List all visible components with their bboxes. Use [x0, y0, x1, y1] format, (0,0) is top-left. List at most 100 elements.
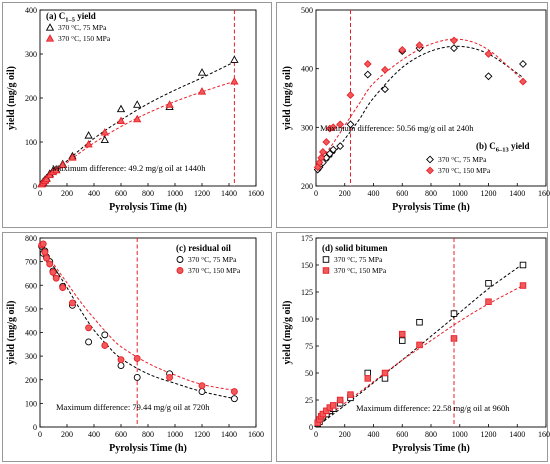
data-point: [49, 268, 57, 276]
data-point: [322, 138, 331, 146]
y-tick-label: 50: [305, 369, 313, 378]
y-tick-label: 0: [33, 182, 37, 191]
y-tick-label: 125: [301, 288, 313, 297]
x-tick-label: 800: [425, 189, 437, 198]
chart-title: (c) residual oil: [176, 243, 231, 253]
series-1-points: [313, 44, 527, 174]
data-point: [101, 342, 109, 349]
chart-panel-a: 0 200 400 600 800 1000 1200 1400 1600 0 100 200 300 4…: [2, 2, 272, 228]
data-point: [116, 104, 126, 113]
y-axis-label: yield (mg/g oil): [6, 301, 17, 365]
series-2-points: [38, 240, 238, 396]
data-point: [450, 36, 458, 45]
chart-panel-d: 0 200 400 600 800 1000 1200 1400 1600 0 25 50 75 100 1…: [276, 232, 550, 462]
data-point: [450, 310, 458, 317]
data-point: [484, 72, 493, 81]
x-tick-label: 1000: [167, 430, 183, 439]
x-tick-label: 400: [368, 430, 380, 439]
series-2-points: [313, 36, 527, 172]
data-point: [52, 274, 60, 282]
data-point: [230, 55, 239, 63]
data-point: [46, 260, 54, 268]
x-tick-label: 800: [425, 430, 437, 439]
data-point: [165, 100, 174, 108]
panel-frame: [2, 2, 272, 228]
data-point: [43, 254, 50, 262]
data-point: [416, 318, 423, 326]
data-point: [519, 77, 527, 86]
data-point: [84, 139, 93, 148]
x-tick-label: 1400: [221, 189, 237, 198]
x-tick-label: 0: [38, 189, 42, 198]
data-point: [398, 45, 407, 54]
data-point: [399, 337, 406, 344]
data-point: [133, 114, 142, 123]
data-point: [381, 369, 389, 377]
x-tick-label: 1600: [538, 430, 550, 439]
data-point: [230, 76, 239, 85]
data-point: [85, 338, 93, 346]
data-point: [415, 41, 424, 50]
data-point: [381, 375, 389, 382]
data-point: [100, 135, 109, 143]
data-point: [85, 324, 93, 332]
x-tick-label: 200: [339, 189, 351, 198]
data-point: [133, 355, 141, 362]
data-point: [41, 248, 49, 256]
data-point: [381, 85, 389, 94]
x-tick-label: 1600: [248, 430, 264, 439]
legend-marker-1: [176, 256, 184, 263]
chart-panel-b: 0200400600800100012001400160020030040050…: [276, 2, 550, 228]
y-tick-label: 200: [25, 376, 37, 385]
y-tick-label: 100: [25, 399, 37, 408]
x-tick-label: 1400: [509, 430, 525, 439]
y-axis-label: yield (mg/g oil): [282, 66, 293, 130]
x-tick-label: 600: [396, 189, 408, 198]
y-tick-label: 400: [25, 6, 37, 15]
title-subscript: 6–13: [496, 147, 510, 154]
legend-marker-1: [322, 256, 330, 263]
data-point: [315, 158, 324, 167]
data-point: [450, 44, 458, 53]
data-point: [313, 163, 322, 172]
legend-label-1: 370 °C, 75 MPa: [58, 23, 107, 32]
data-point: [322, 153, 331, 162]
legend-label-1: 370 °C, 75 MPa: [188, 255, 237, 264]
data-point: [197, 68, 207, 76]
trend-line-1: [39, 61, 235, 187]
legend-marker-2: [426, 166, 434, 175]
x-tick-label: 1200: [481, 189, 497, 198]
data-point: [346, 91, 355, 100]
panel-frame: [2, 232, 272, 462]
data-point: [484, 50, 493, 58]
data-point: [363, 60, 372, 68]
title-main: (c) residual oil: [176, 243, 231, 253]
y-tick-label: 100: [25, 138, 37, 147]
y-tick-label: 800: [25, 234, 37, 243]
y-tick-label: 500: [25, 305, 37, 314]
data-point: [116, 116, 126, 125]
x-tick-label: 200: [339, 430, 351, 439]
data-point: [346, 120, 355, 129]
data-point: [52, 165, 61, 174]
x-tick-label: 800: [142, 189, 154, 198]
legend-marker-1: [426, 155, 434, 164]
data-point: [59, 284, 67, 292]
data-point: [58, 160, 67, 169]
x-tick-label: 400: [88, 189, 100, 198]
y-tick-label: 400: [25, 329, 37, 338]
x-tick-label: 1000: [452, 189, 468, 198]
panel-frame: [276, 232, 548, 462]
data-point: [84, 131, 93, 139]
x-tick-label: 1600: [248, 189, 264, 198]
legend-label-2: 370 °C, 150 MPa: [188, 266, 241, 275]
x-tick-label: 600: [115, 189, 127, 198]
x-tick-label: 1000: [452, 430, 468, 439]
data-point: [336, 120, 345, 129]
trend-line-1: [315, 263, 524, 428]
data-point: [329, 145, 338, 154]
x-tick-label: 200: [61, 430, 73, 439]
x-tick-label: 400: [368, 189, 380, 198]
legend-label-2: 370 °C, 150 MPa: [334, 266, 387, 275]
x-tick-label: 0: [38, 430, 42, 439]
